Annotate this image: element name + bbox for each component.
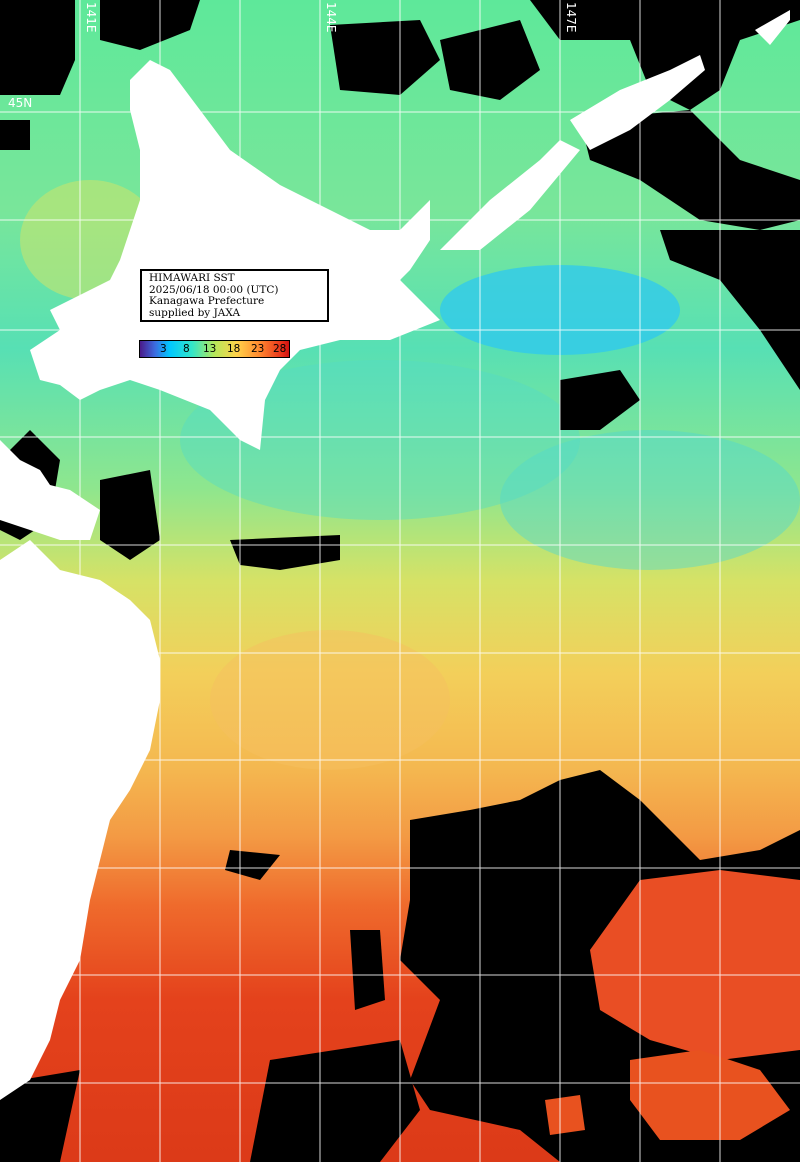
lon-label-141e: 141E [84, 2, 98, 33]
colorbar-tick: 8 [183, 343, 190, 355]
colorbar-tick: 18 [227, 343, 241, 355]
cold-patch [500, 430, 800, 570]
colorbar-tick: 23 [251, 343, 265, 355]
warm-eddy [210, 630, 450, 770]
warm-region [590, 870, 800, 1060]
lon-label-147e: 147E [564, 2, 578, 33]
temperature-colorbar: 3 8 13 18 23 28 [139, 340, 290, 358]
warm-region [630, 1050, 790, 1140]
colorbar-tick: 3 [160, 343, 167, 355]
product-name: HIMAWARI SST [149, 272, 235, 284]
lat-label-45n: 45N [8, 96, 33, 110]
title-box: HIMAWARI SST 2025/06/18 00:00 (UTC) Kana… [140, 269, 329, 322]
kunashiri [440, 140, 580, 250]
colorbar-tick: 13 [203, 343, 217, 355]
credit: supplied by JAXA [149, 306, 241, 319]
lon-label-144e: 144E [324, 2, 338, 33]
hokkaido [30, 60, 440, 450]
islet [755, 10, 790, 45]
region-name: Kanagawa Prefecture [149, 295, 265, 307]
etorofu [570, 55, 705, 150]
timestamp: 2025/06/18 00:00 (UTC) [149, 283, 279, 296]
shimokita [0, 470, 100, 540]
warm-region [545, 1095, 585, 1135]
colorbar-tick: 28 [273, 343, 287, 355]
